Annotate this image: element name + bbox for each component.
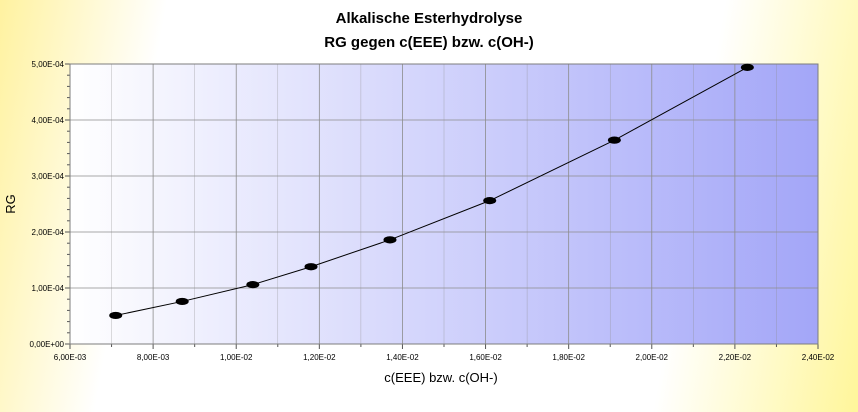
x-tick-labels: 6,00E-03 8,00E-03 1,00E-02 1,20E-02 1,40E-02… [54,353,835,362]
x-tick-label: 1,80E-02 [552,353,585,362]
data-point [175,297,189,306]
chart-subtitle: RG gegen c(EEE) bzw. c(OH-) [324,34,533,51]
series-layer [109,63,754,320]
data-point [740,63,754,71]
y-axis-title: RG [3,194,18,214]
data-point [109,311,123,320]
x-tick-label: 1,40E-02 [386,353,419,362]
data-point [383,236,397,244]
x-tick-label: 2,00E-02 [636,353,669,362]
x-axis-title: c(EEE) bzw. c(OH-) [384,370,497,385]
plot-border [69,63,819,345]
y-tick-label: 5,00E-04 [32,60,65,69]
y-tick-label: 1,00E-04 [32,284,65,293]
data-point [607,136,621,144]
data-point [483,197,497,205]
data-point [246,281,260,289]
vertical-gridlines [111,64,777,344]
chart-title: Alkalische Esterhydrolyse [336,10,523,27]
y-tick-label: 2,00E-04 [32,228,65,237]
x-tick-label: 2,20E-02 [719,353,752,362]
x-tick-label: 6,00E-03 [54,353,87,362]
x-tick-label: 1,00E-02 [220,353,253,362]
x-tick-label: 1,60E-02 [469,353,502,362]
y-tick-label: 4,00E-04 [32,116,65,125]
y-tick-label: 0,00E+00 [30,340,65,349]
data-point [304,263,318,271]
series-line [115,66,748,316]
x-tick-label: 8,00E-03 [137,353,170,362]
y-tick-labels: 0,00E+00 1,00E-04 2,00E-04 3,00E-04 4,00E-04… [30,60,65,349]
x-tick-label: 2,40E-02 [802,353,835,362]
horizontal-gridlines [70,119,818,289]
x-tick-label: 1,20E-02 [303,353,336,362]
y-tick-label: 3,00E-04 [32,172,65,181]
